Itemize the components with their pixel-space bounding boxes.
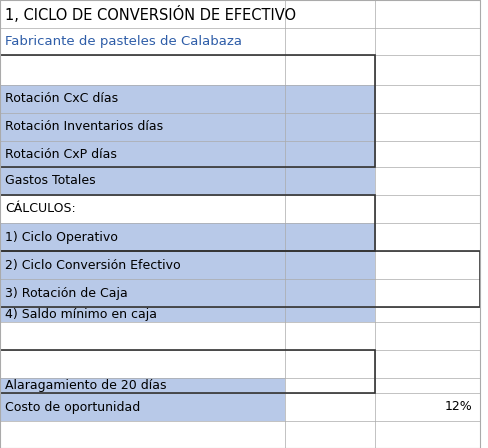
Text: 2) Ciclo Conversión Efectivo: 2) Ciclo Conversión Efectivo [5,258,181,271]
Text: Alaragamiento de 20 días: Alaragamiento de 20 días [5,379,166,392]
Text: CÁLCULOS:: CÁLCULOS: [5,202,76,215]
Bar [0,195,285,223]
Bar [285,195,375,223]
Bar [285,167,375,195]
Bar [285,421,375,448]
Bar [0,279,285,307]
Bar [0,378,285,393]
Bar [375,393,480,421]
Bar [0,322,285,350]
Bar [375,195,480,223]
Text: 3) Rotación de Caja: 3) Rotación de Caja [5,287,128,300]
Bar [0,251,480,307]
Text: 4) Saldo mínimo en caja: 4) Saldo mínimo en caja [5,308,157,321]
Text: Gastos Totales: Gastos Totales [5,175,96,188]
Bar [0,55,285,85]
Bar [375,378,480,393]
Bar [375,251,480,279]
Text: 12%: 12% [444,401,472,414]
Bar [0,55,375,167]
Bar [285,85,375,113]
Text: Costo de oportunidad: Costo de oportunidad [5,401,140,414]
Text: 1, CICLO DE CONVERSIÓN DE EFECTIVO: 1, CICLO DE CONVERSIÓN DE EFECTIVO [5,5,296,22]
Bar [375,113,480,141]
Bar [285,223,375,251]
Bar [0,85,285,113]
Bar [0,350,375,393]
Bar [375,421,480,448]
Bar [375,307,480,322]
Bar [0,113,285,141]
Bar [285,141,375,167]
Text: Rotación CxC días: Rotación CxC días [5,92,118,105]
Bar [285,251,375,279]
Bar [285,113,375,141]
Bar [0,421,285,448]
Bar [0,167,285,195]
Text: 1) Ciclo Operativo: 1) Ciclo Operativo [5,231,118,244]
Bar [285,322,375,350]
Bar [375,279,480,307]
Bar [375,85,480,113]
Bar [375,350,480,378]
Bar [285,350,375,378]
Bar [0,223,285,251]
Bar [375,141,480,167]
Bar [0,141,285,167]
Bar [285,393,375,421]
Text: Fabricante de pasteles de Calabaza: Fabricante de pasteles de Calabaza [5,35,242,48]
Bar [285,55,375,85]
Text: Rotación CxP días: Rotación CxP días [5,147,117,160]
Bar [0,195,375,251]
Bar [285,307,375,322]
Bar [0,251,285,279]
Bar [0,28,375,55]
Bar [0,350,285,378]
Text: Rotación Inventarios días: Rotación Inventarios días [5,121,163,134]
Bar [375,223,480,251]
Bar [0,0,375,28]
Bar [375,55,480,85]
Bar [0,393,285,421]
Bar [0,307,285,322]
Bar [285,378,375,393]
Bar [285,279,375,307]
Bar [375,322,480,350]
Bar [375,167,480,195]
